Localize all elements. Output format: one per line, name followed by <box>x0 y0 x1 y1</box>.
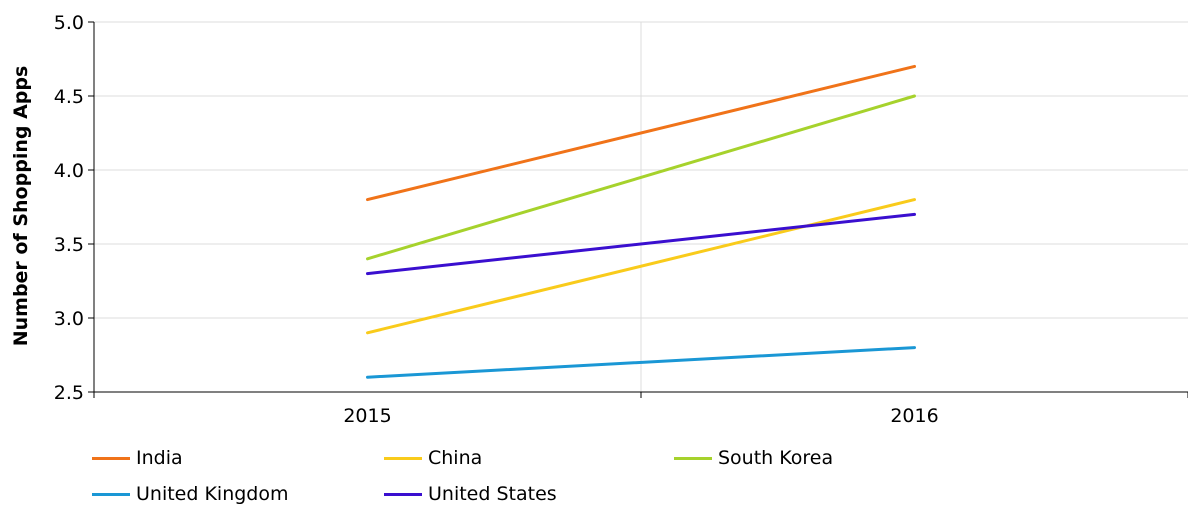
series-lines <box>366 64 916 379</box>
legend: India China South Korea United Kingdom Unite… <box>92 440 992 510</box>
x-tick-labels: 2015 2016 <box>343 405 938 427</box>
legend-label: United States <box>428 483 557 505</box>
series-line-united-states <box>366 212 916 276</box>
legend-label: India <box>136 447 183 469</box>
legend-swatch <box>384 456 422 460</box>
axes <box>88 21 1188 398</box>
y-tick-label: 4.5 <box>54 86 84 108</box>
legend-item: India <box>92 440 183 476</box>
legend-swatch <box>384 492 422 496</box>
y-tick-label: 4.0 <box>54 160 84 182</box>
legend-label: United Kingdom <box>136 483 289 505</box>
series-line-south-korea <box>366 94 916 261</box>
y-tick-label: 5.0 <box>54 12 84 34</box>
y-tick-labels: 2.5 3.0 3.5 4.0 4.5 5.0 <box>54 12 84 404</box>
y-tick-label: 3.0 <box>54 308 84 330</box>
legend-label: China <box>428 447 483 469</box>
legend-item: United States <box>384 476 557 512</box>
series-line-india <box>366 64 916 202</box>
legend-item: South Korea <box>674 440 833 476</box>
series-line-china <box>366 198 916 335</box>
legend-swatch <box>92 492 130 496</box>
x-tick-label: 2015 <box>343 405 391 427</box>
y-tick-label: 3.5 <box>54 234 84 256</box>
legend-swatch <box>92 456 130 460</box>
line-chart: 2.5 3.0 3.5 4.0 4.5 5.0 2015 2016 Number of Sh… <box>10 12 1188 427</box>
legend-swatch <box>674 456 712 460</box>
legend-item: United Kingdom <box>92 476 289 512</box>
grid-lines <box>94 21 1188 392</box>
y-tick-label: 2.5 <box>54 382 84 404</box>
legend-label: South Korea <box>718 447 834 469</box>
legend-item: China <box>384 440 482 476</box>
x-tick-label: 2016 <box>890 405 938 427</box>
series-line-united-kingdom <box>366 346 916 379</box>
y-axis-label: Number of Shopping Apps <box>10 66 32 347</box>
